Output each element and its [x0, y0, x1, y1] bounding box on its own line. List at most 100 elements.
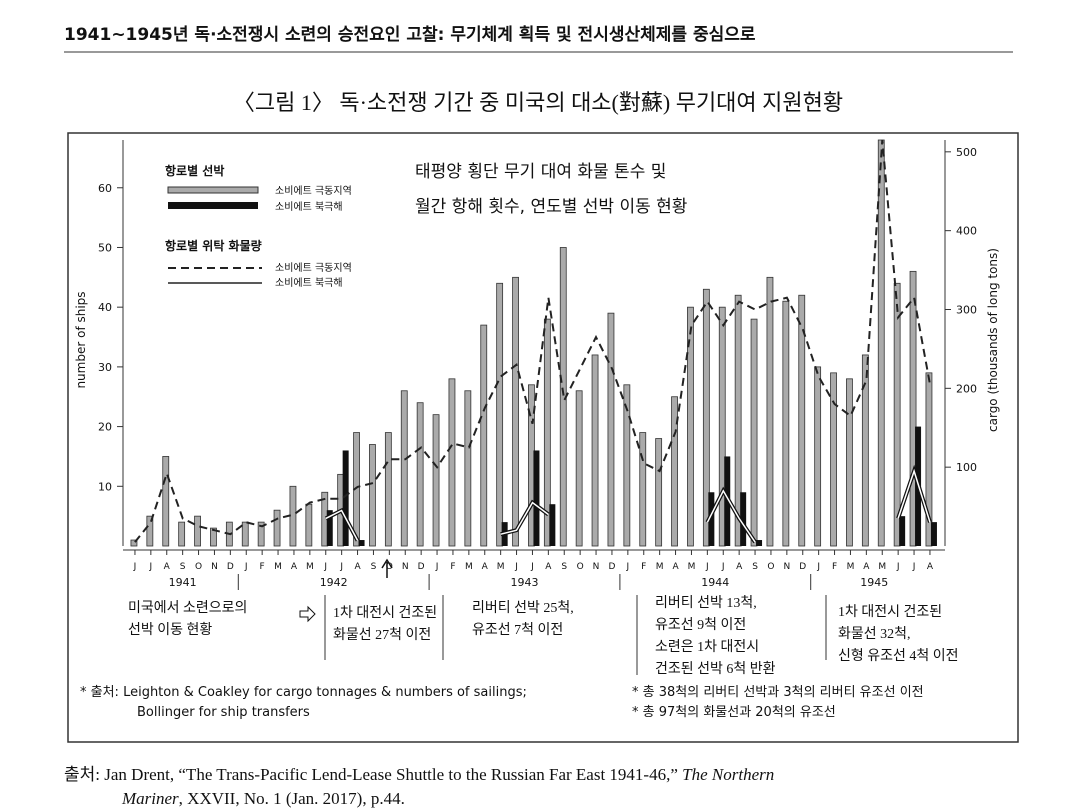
legend-title: 항로별 선박: [165, 163, 224, 178]
bar: [464, 390, 472, 547]
y-tick-label: 10: [98, 480, 112, 493]
bar: [687, 306, 694, 547]
footnote: Bollinger for ship transfers: [137, 705, 310, 720]
bar: [400, 390, 408, 547]
footnote: * 총 97척의 화물선과 20척의 유조선: [632, 705, 836, 720]
legend-title: 항로별 위탁 화물량: [165, 238, 262, 253]
y-tick-label: 30: [98, 361, 112, 374]
x-tick-label: O: [386, 562, 393, 572]
bar: [384, 432, 392, 547]
x-tick-label: J: [244, 562, 248, 572]
y-tick-label: 40: [98, 301, 112, 314]
annotation: 리버티 선박 13척,: [655, 595, 757, 611]
annotation: 유조선 7척 이전: [472, 622, 563, 638]
year-label: 1941: [169, 576, 197, 589]
bar: [533, 450, 540, 546]
year-label: 1945: [860, 576, 888, 589]
bar: [146, 515, 154, 547]
x-tick-label: A: [545, 562, 552, 572]
bar: [925, 372, 933, 547]
bar: [549, 504, 556, 546]
x-tick-label: J: [721, 562, 725, 572]
bar: [671, 396, 678, 547]
x-tick-label: M: [878, 562, 886, 572]
bar: [432, 414, 440, 547]
x-tick-label: M: [497, 562, 505, 572]
x-tick-label: J: [705, 562, 709, 572]
figure-frame: [67, 132, 1019, 743]
source-text: , XXVII, No. 1 (Jan. 2017), p.44.: [179, 789, 405, 808]
bar: [798, 294, 806, 547]
annotation-arrow: [381, 558, 393, 578]
source: Mariner, XXVII, No. 1 (Jan. 2017), p.44.: [121, 789, 405, 808]
bar: [756, 540, 763, 546]
bar: [273, 509, 281, 547]
x-tick-label: S: [371, 562, 377, 572]
legend-swatch: [168, 202, 258, 209]
legend-swatch: [167, 186, 259, 194]
bar: [718, 306, 726, 547]
legend-label: 소비에트 북극해: [275, 276, 343, 289]
y2-tick-label: 200: [956, 382, 977, 395]
annotation-pointer: [299, 605, 316, 623]
year-label: 1944: [701, 576, 729, 589]
x-tick-label: F: [832, 562, 837, 572]
x-tick-label: F: [641, 562, 646, 572]
x-tick-label: J: [626, 562, 630, 572]
source-text: Jan Drent, “The Trans-Pacific Lend-Lease…: [104, 765, 678, 784]
bar: [766, 276, 774, 547]
x-tick-label: J: [530, 562, 534, 572]
bar: [623, 384, 631, 547]
footnote: * 총 38척의 리버티 선박과 3척의 리버티 유조선 이전: [632, 685, 924, 700]
year-label: 1943: [511, 576, 539, 589]
annotation: 리버티 선박 25척,: [472, 600, 574, 616]
x-tick-label: J: [133, 562, 137, 572]
bar: [178, 521, 186, 547]
source-italic: Mariner: [121, 789, 179, 808]
source: 출처: Jan Drent, “The Trans-Pacific Lend-L…: [64, 765, 774, 784]
bar: [740, 492, 747, 546]
x-tick-label: J: [896, 562, 900, 572]
bar: [750, 318, 758, 547]
chart-title: 월간 항해 횟수, 연도별 선박 이동 현황: [415, 197, 687, 217]
annotation: 1차 대전시 건조된: [838, 604, 942, 620]
source-italic: The Northern: [682, 765, 774, 784]
bar: [162, 456, 170, 547]
legend-label: 소비에트 북극해: [275, 200, 343, 213]
x-tick-label: J: [514, 562, 518, 572]
x-tick-label: A: [863, 562, 870, 572]
x-tick-label: M: [274, 562, 282, 572]
year-label: 1942: [320, 576, 348, 589]
bar: [130, 539, 138, 547]
annotation: 화물선 27척 이전: [333, 627, 431, 643]
bar: [782, 300, 790, 547]
bar: [575, 390, 583, 547]
annotation: 선박 이동 현황: [128, 622, 212, 638]
bar: [448, 378, 456, 547]
bar: [734, 294, 742, 547]
annotation: 미국에서 소련으로의: [128, 600, 247, 616]
bar: [861, 354, 869, 547]
bar: [543, 318, 551, 547]
bar: [846, 378, 853, 547]
x-tick-label: S: [561, 562, 567, 572]
bar: [893, 282, 901, 547]
bar: [512, 276, 519, 547]
x-tick-label: A: [354, 562, 361, 572]
bar: [607, 312, 615, 547]
bar: [496, 282, 504, 547]
y-axis-label: number of ships: [74, 291, 88, 388]
y2-tick-label: 300: [956, 303, 977, 316]
x-tick-label: F: [450, 562, 455, 572]
bar: [899, 516, 906, 546]
bar: [655, 438, 663, 547]
x-tick-label: J: [323, 562, 327, 572]
running-header: 1941~1945년 독·소전쟁시 소련의 승전요인 고찰: 무기체계 획득 및…: [64, 25, 756, 45]
bar: [358, 540, 365, 546]
y2-tick-label: 400: [956, 225, 977, 238]
x-tick-label: A: [164, 562, 171, 572]
x-tick-label: S: [180, 562, 186, 572]
annotation: 1차 대전시 건조된: [333, 605, 437, 621]
y-tick-label: 50: [98, 241, 112, 254]
